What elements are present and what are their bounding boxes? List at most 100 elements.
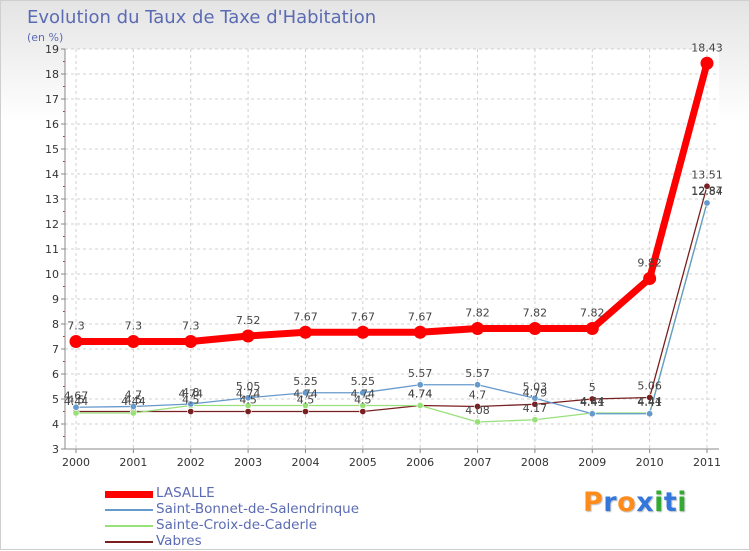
legend-label: Sainte-Croix-de-Caderle — [156, 517, 318, 533]
data-point — [184, 335, 198, 348]
y-tick-label: 3 — [52, 443, 59, 456]
data-label: 5.25 — [351, 375, 376, 388]
data-label: 5 — [589, 381, 596, 394]
data-label: 4.5 — [354, 394, 372, 407]
logo-letter: P — [583, 487, 604, 518]
data-point — [413, 325, 427, 339]
y-tick-label: 7 — [52, 343, 59, 356]
data-point — [244, 394, 252, 402]
series-line-saint-bonnet-de-salendrinque — [75, 202, 708, 415]
y-tick-label: 8 — [52, 318, 59, 331]
series-line-sainte-croix-de-caderle — [75, 201, 708, 423]
data-label: 4.7 — [125, 389, 143, 402]
y-tick-label: 5 — [52, 393, 59, 406]
data-label: 4.44 — [580, 395, 605, 408]
data-label: 4.67 — [64, 389, 89, 402]
x-tick-label: 2003 — [234, 456, 262, 469]
legend-swatch — [105, 541, 153, 543]
y-tick-label: 13 — [45, 193, 59, 206]
data-label: 12.87 — [691, 184, 723, 197]
data-point — [359, 389, 367, 397]
data-point — [585, 322, 599, 335]
data-point — [471, 322, 485, 335]
y-tick-label: 18 — [45, 68, 59, 81]
data-label: 4.74 — [351, 388, 376, 401]
data-point — [356, 325, 370, 339]
y-tick-label: 6 — [52, 368, 59, 381]
y-unit-label: (en %) — [27, 31, 64, 44]
x-tick-label: 2002 — [177, 456, 205, 469]
data-label: 7.67 — [408, 310, 433, 323]
x-tick-label: 2005 — [349, 456, 377, 469]
data-point — [301, 407, 309, 415]
y-tick-label: 4 — [52, 418, 59, 431]
data-point — [187, 407, 195, 415]
data-point — [531, 416, 539, 424]
data-label: 4.74 — [408, 388, 433, 401]
data-point — [646, 393, 654, 401]
data-label: 7.3 — [67, 320, 85, 333]
data-label: 5.03 — [523, 380, 548, 393]
data-point — [72, 403, 80, 411]
data-label: 4.5 — [125, 394, 143, 407]
logo-letter: x — [636, 487, 655, 518]
data-label: 4.44 — [64, 395, 89, 408]
data-label: 5.57 — [408, 367, 433, 380]
data-point — [72, 409, 80, 417]
data-label: 4.74 — [178, 388, 203, 401]
proxiti-logo: Proxiti — [583, 487, 687, 518]
data-label: 7.67 — [293, 310, 318, 323]
legend-label: Saint-Bonnet-de-Salendrinque — [156, 501, 359, 517]
data-label: 7.82 — [580, 307, 605, 320]
data-label: 4.5 — [297, 394, 315, 407]
data-point — [69, 335, 83, 348]
data-point — [244, 407, 252, 415]
data-label: 7.82 — [465, 307, 490, 320]
y-tick-label: 11 — [45, 243, 59, 256]
data-point — [416, 401, 424, 409]
data-label: 4.74 — [408, 388, 433, 401]
data-label: 4.5 — [67, 394, 85, 407]
data-label: 4.74 — [236, 388, 261, 401]
y-tick-label: 17 — [45, 93, 59, 106]
logo-letter: o — [617, 487, 637, 518]
data-point — [588, 395, 596, 403]
y-tick-label: 15 — [45, 143, 59, 156]
logo-letter: i — [677, 487, 688, 518]
data-label: 7.3 — [182, 320, 200, 333]
data-point — [298, 325, 312, 339]
x-tick-label: 2010 — [636, 456, 664, 469]
data-label: 4.74 — [293, 388, 318, 401]
series-line-lasalle — [72, 59, 711, 345]
data-label: 4.44 — [121, 395, 146, 408]
x-tick-label: 2008 — [521, 456, 549, 469]
y-tick-label: 12 — [45, 218, 59, 231]
data-label: 4.08 — [465, 404, 490, 417]
data-point — [531, 394, 539, 402]
data-label: 7.3 — [125, 320, 143, 333]
data-label: 5.06 — [637, 380, 662, 393]
data-point — [301, 389, 309, 397]
data-label: 4.41 — [580, 396, 605, 409]
x-tick-label: 2001 — [119, 456, 147, 469]
legend-swatch — [105, 491, 153, 498]
data-point — [528, 322, 542, 335]
data-label: 4.79 — [523, 386, 548, 399]
logo-letter: i — [654, 487, 664, 518]
x-tick-label: 2000 — [62, 456, 90, 469]
data-point — [703, 199, 711, 207]
y-tick-label: 10 — [45, 268, 59, 281]
data-point — [643, 272, 657, 285]
data-label: 4.5 — [182, 394, 200, 407]
y-tick-label: 19 — [45, 43, 59, 56]
data-label: 4.41 — [637, 396, 662, 409]
data-label: 5.57 — [465, 367, 490, 380]
data-point — [359, 401, 367, 409]
data-point — [700, 56, 714, 70]
data-label: 7.67 — [351, 310, 376, 323]
data-point — [588, 410, 596, 418]
series-line-vabres — [75, 185, 708, 413]
data-point — [126, 335, 140, 348]
legend-swatch — [105, 509, 153, 511]
data-label: 4.17 — [523, 402, 548, 415]
